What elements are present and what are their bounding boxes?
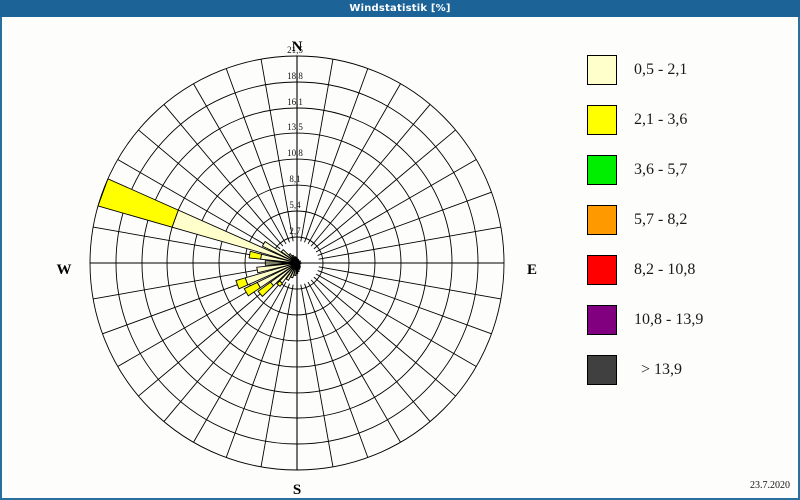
wind-rose-petal-segment	[248, 250, 263, 260]
legend-item[interactable]: 5,7 - 8,2	[587, 195, 787, 245]
radial-tick-label: 13,5	[287, 122, 303, 132]
radial-tick-labels: 2,7 5,4 8,1 10,8 13,5 16,1 18,8 21,5	[287, 45, 303, 236]
legend-color-swatch	[587, 205, 617, 235]
legend-item[interactable]: > 13,9	[587, 345, 787, 395]
radial-tick-label: 5,4	[289, 200, 301, 210]
wind-rose-petal-segment	[276, 280, 283, 288]
wind-rose-petal-segment	[171, 209, 298, 264]
legend-color-swatch	[587, 305, 617, 335]
legend-label: > 13,9	[641, 361, 683, 378]
speed-legend: 0,5 - 2,1 2,1 - 3,6 3,6 - 5,7 5,7 - 8,2 8,2 …	[587, 45, 787, 395]
wind-rose-petal-segment	[243, 281, 261, 297]
legend-item[interactable]: 10,8 - 13,9	[587, 295, 787, 345]
legend-color-swatch	[587, 355, 617, 385]
radial-tick-label: 18,8	[287, 71, 303, 81]
legend-label: 5,7 - 8,2	[634, 211, 688, 228]
legend-label: 3,6 - 5,7	[634, 161, 688, 178]
cardinal-axes	[90, 56, 504, 470]
legend-item[interactable]: 8,2 - 10,8	[587, 245, 787, 295]
radial-tick-label: 10,8	[287, 148, 303, 158]
radial-tick-label: 2,7	[289, 226, 301, 236]
date-stamp: 23.7.2020	[750, 480, 790, 491]
window-title: Windstatistik [%]	[349, 3, 451, 14]
window-content: 2,7 5,4 8,1 10,8 13,5 16,1 18,8 21,5 N S W E 0,…	[0, 17, 800, 500]
radial-tick-label: 21,5	[287, 45, 303, 55]
legend-item[interactable]: 2,1 - 3,6	[587, 95, 787, 145]
compass-label-north: N	[291, 39, 303, 55]
wind-rose-petals	[97, 178, 302, 298]
radial-tick-label: 8,1	[289, 174, 300, 184]
legend-label: 10,8 - 13,9	[634, 311, 704, 328]
legend-color-swatch	[587, 55, 617, 85]
legend-item[interactable]: 3,6 - 5,7	[587, 145, 787, 195]
legend-color-swatch	[587, 155, 617, 185]
window-title-bar: Windstatistik [%]	[0, 0, 800, 17]
compass-label-south: S	[292, 482, 302, 498]
compass-label-east: E	[526, 262, 537, 278]
wind-rose-petal-segment	[97, 178, 179, 228]
legend-label: 2,1 - 3,6	[634, 111, 688, 128]
wind-rose-svg: 2,7 5,4 8,1 10,8 13,5 16,1 18,8 21,5	[89, 45, 505, 471]
wind-rose-chart: 2,7 5,4 8,1 10,8 13,5 16,1 18,8 21,5 N S W E	[2, 17, 562, 500]
wind-rose-petal-segment	[256, 262, 298, 274]
wind-rose-petal-segment	[235, 277, 249, 290]
legend-label: 0,5 - 2,1	[634, 61, 688, 78]
legend-color-swatch	[587, 105, 617, 135]
wind-rose-petal-segment	[261, 240, 298, 264]
compass-label-west: W	[56, 262, 72, 278]
legend-item[interactable]: 0,5 - 2,1	[587, 45, 787, 95]
wind-rose-petal-segment	[257, 281, 275, 298]
legend-label: 8,2 - 10,8	[634, 261, 696, 278]
legend-color-swatch	[587, 255, 617, 285]
radial-tick-label: 16,1	[287, 97, 303, 107]
